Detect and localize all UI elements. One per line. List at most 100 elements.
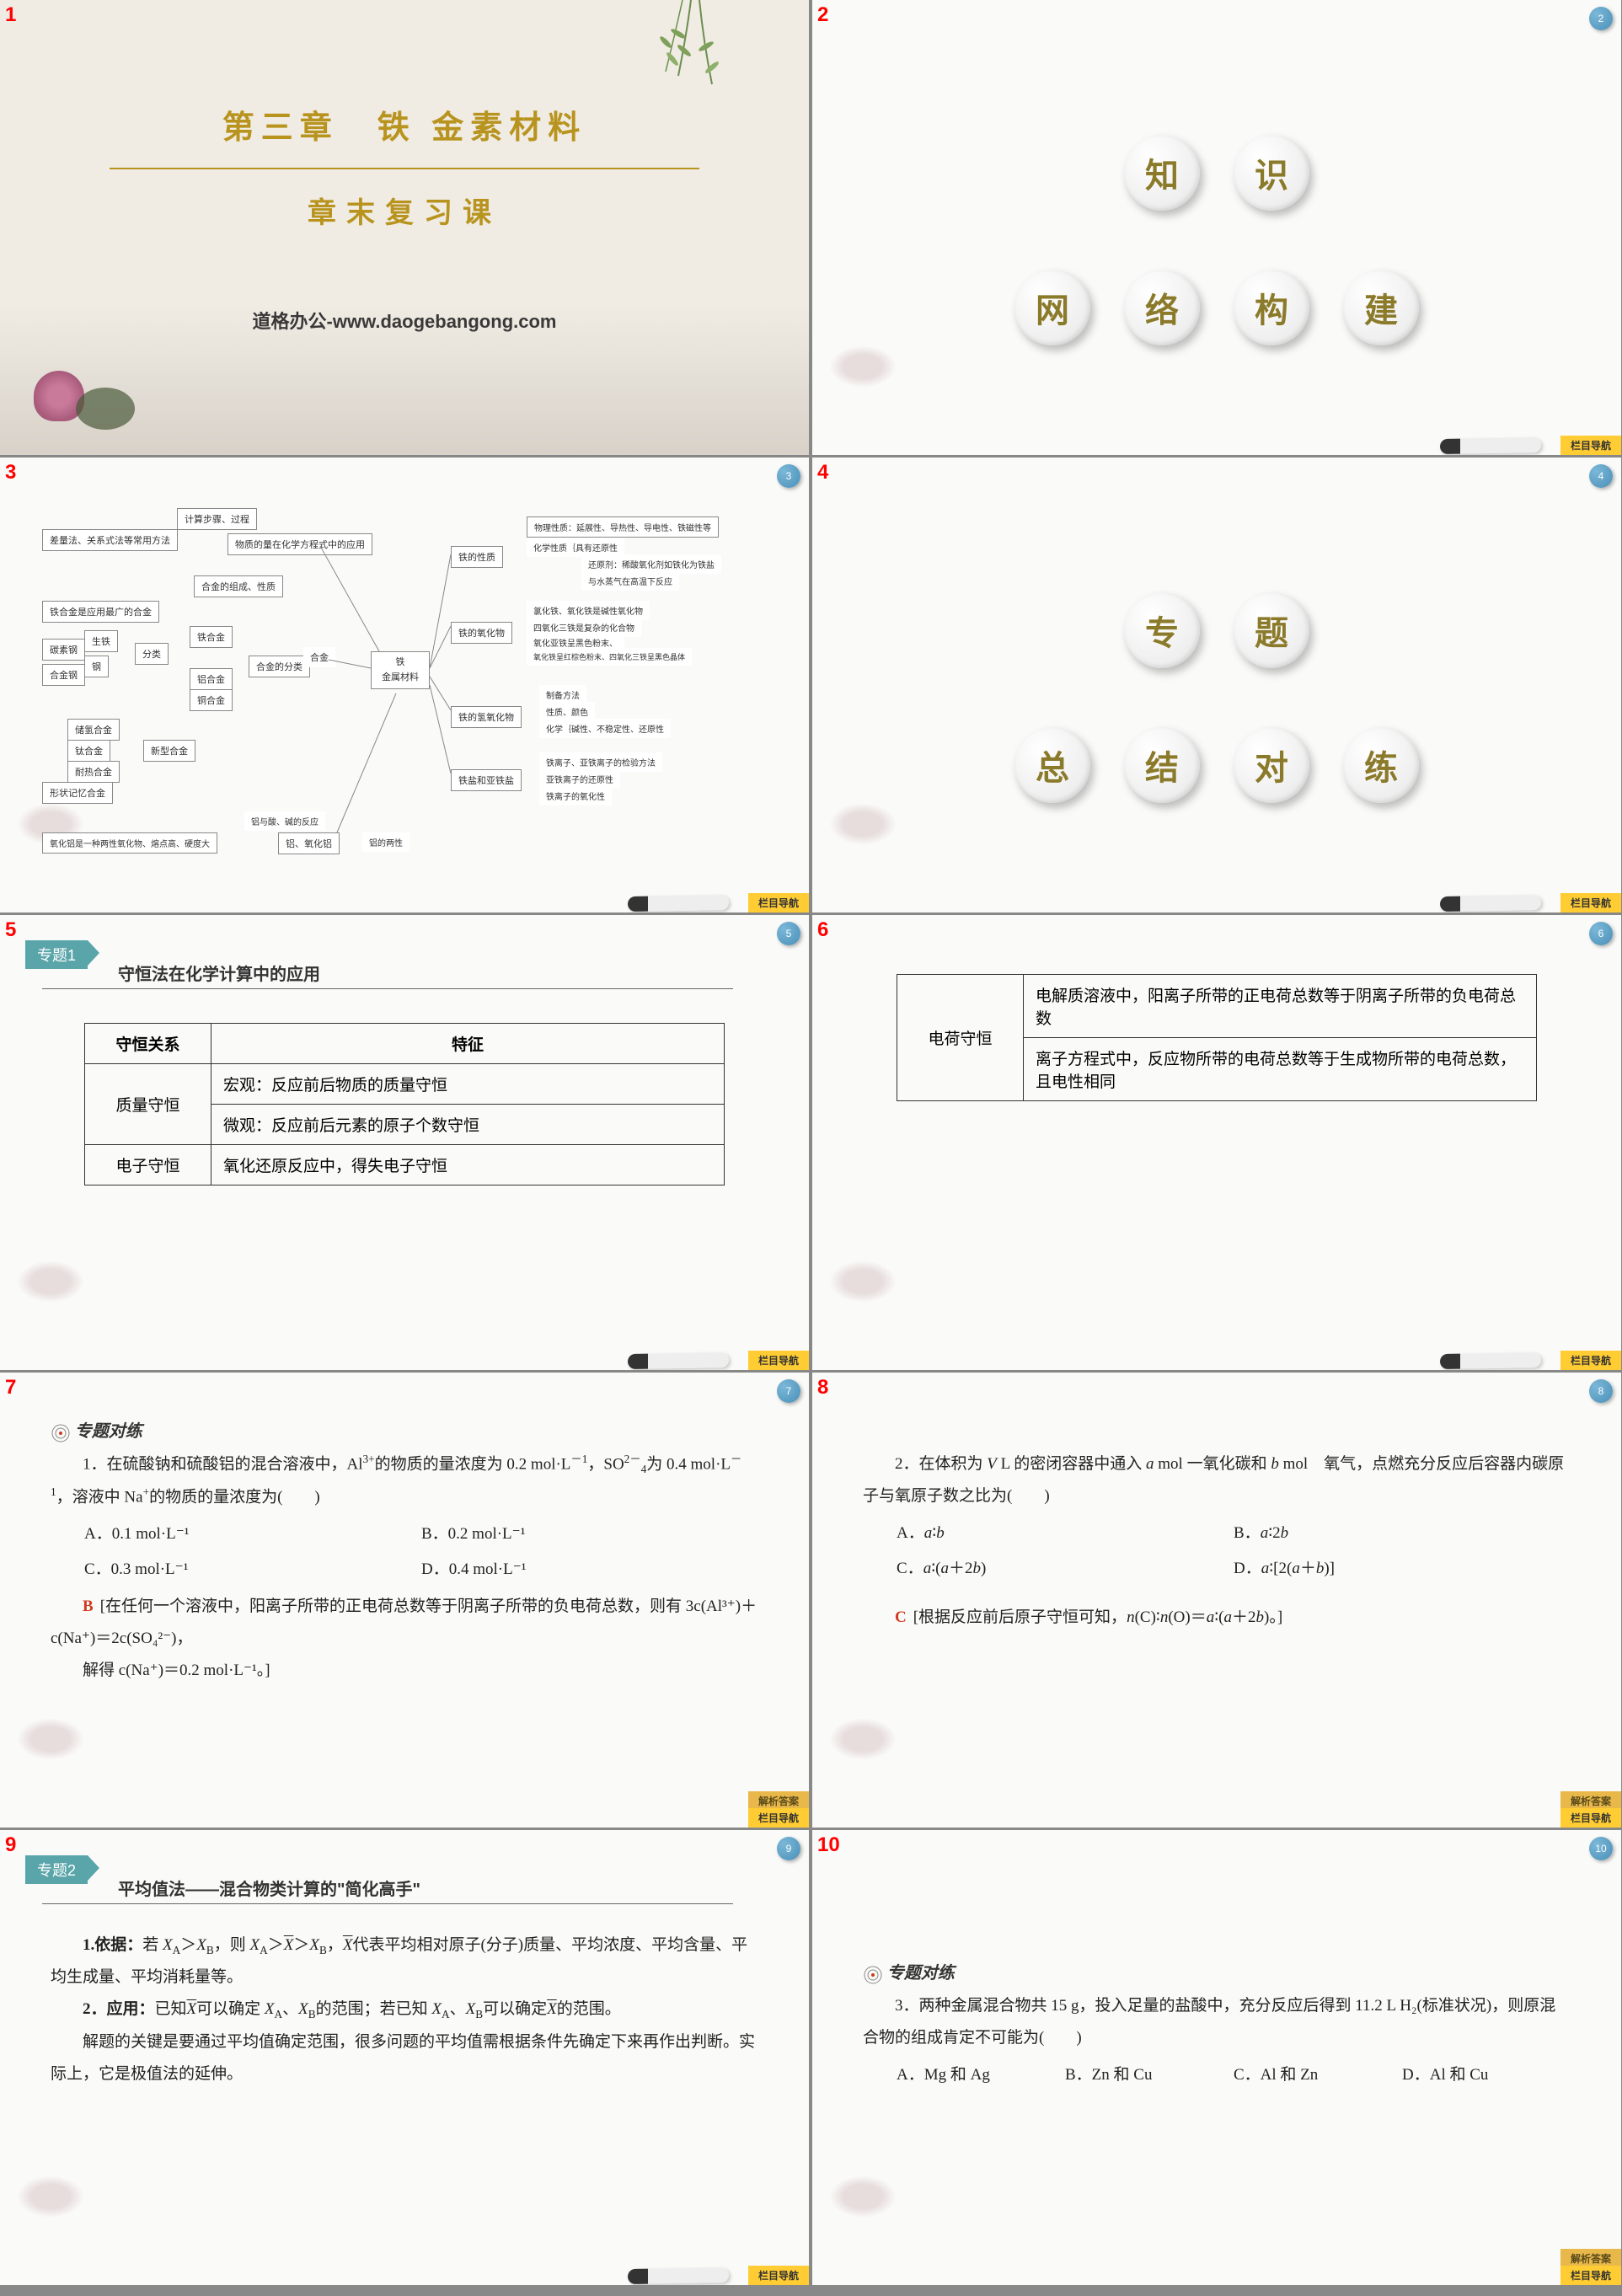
mindmap-node: 铁的性质 <box>451 546 503 568</box>
watermark-decoration <box>17 1676 118 1777</box>
slide-2: 2 2 知 识 网 络 构 建 栏目导航 <box>812 0 1621 455</box>
q-number: 2 <box>895 1455 903 1473</box>
option-b[interactable]: B．a∶2b <box>1234 1517 1571 1549</box>
footer-nav[interactable]: 栏目导航 <box>1560 893 1621 913</box>
option-d[interactable]: D．0.4 mol·L⁻¹ <box>421 1554 758 1586</box>
footer-nav[interactable]: 栏目导航 <box>1560 2266 1621 2285</box>
mindmap-node: 新型合金 <box>143 740 195 762</box>
mindmap-node: 碳素钢 <box>42 639 85 661</box>
target-icon <box>51 1423 71 1443</box>
slide-1: 1 第三章 铁 金素材料 章末复习课 道格办公-www.daogebangong… <box>0 0 809 455</box>
circle-char: 结 <box>1124 727 1200 803</box>
option-b[interactable]: B．0.2 mol·L⁻¹ <box>421 1518 758 1550</box>
footer-nav[interactable]: 栏目导航 <box>748 893 809 913</box>
slide-number: 2 <box>817 3 828 27</box>
footer-nav[interactable]: 栏目导航 <box>748 1351 809 1370</box>
watermark-decoration <box>829 303 930 404</box>
watermark-decoration <box>829 1218 930 1319</box>
circle-char: 网 <box>1014 270 1090 345</box>
q-fragment: ，溶液中 Na <box>56 1488 143 1506</box>
mindmap-node: 计算步骤、过程 <box>177 508 257 530</box>
practice-heading: 专题对练 <box>863 1956 1571 1990</box>
option-a[interactable]: A．a∶b <box>897 1517 1234 1549</box>
mindmap-node: 合金的分类 <box>249 656 310 677</box>
page-badge: 6 <box>1589 922 1613 945</box>
slide-grid: 1 第三章 铁 金素材料 章末复习课 道格办公-www.daogebangong… <box>0 0 1622 2285</box>
slide-number: 5 <box>5 918 16 942</box>
mindmap-node: 合金钢 <box>42 664 85 686</box>
pen-decoration <box>1440 437 1541 454</box>
table-cell: 微观：反应前后元素的原子个数守恒 <box>211 1105 725 1145</box>
mindmap-node: 合金 <box>303 647 335 667</box>
slide-number: 6 <box>817 918 828 942</box>
table-header: 守恒关系 <box>85 1024 211 1064</box>
explanation: C[根据反应前后原子守恒可知，n(C)∶n(O)＝a∶(a＋2b)。] <box>863 1602 1571 1634</box>
table-cell: 电解质溶液中，阳离子所带的正电荷总数等于阴离子所带的负电荷总数 <box>1024 975 1537 1038</box>
mindmap-node: 铝、氧化铝 <box>278 832 340 854</box>
practice-heading-text: 专题对练 <box>887 1964 955 1983</box>
question-body: 专题对练 1．在硫酸钠和硫酸铝的混合溶液中，Al3+的物质的量浓度为 0.2 m… <box>0 1373 809 1712</box>
mindmap-node: 铁盐和亚铁盐 <box>451 769 522 791</box>
mindmap-node: 铜合金 <box>190 689 233 711</box>
topic-title: 平均值法——混合物类计算的"简化高手" <box>42 1876 733 1904</box>
option-a[interactable]: A．0.1 mol·L⁻¹ <box>84 1518 421 1550</box>
circle-char: 对 <box>1234 727 1309 803</box>
q-fragment: ．两种金属混合物共 15 g，投入足量的盐酸中，充分反应后得到 11.2 L H… <box>863 1997 1555 2047</box>
footer-nav[interactable]: 栏目导航 <box>1560 436 1621 455</box>
footer-nav[interactable]: 栏目导航 <box>748 2266 809 2285</box>
table-cell: 氧化还原反应中，得失电子守恒 <box>211 1145 725 1185</box>
char-row-1: 知 识 <box>812 135 1621 211</box>
footer-nav[interactable]: 栏目导航 <box>1560 1351 1621 1370</box>
mindmap-node: 铝的两性 <box>362 832 410 852</box>
circle-char: 构 <box>1234 270 1309 345</box>
circle-char: 专 <box>1124 592 1200 668</box>
option-c[interactable]: C．Al 和 Zn <box>1234 2059 1402 2091</box>
q-fragment: 为 0.4 mol·L <box>646 1455 731 1473</box>
topic-label: 专题2 <box>25 1855 88 1884</box>
explanation: B[在任何一个溶液中，阳离子所带的正电荷总数等于阴离子所带的负电荷总数，则有 3… <box>51 1591 758 1655</box>
slide-number: 9 <box>5 1833 16 1857</box>
mindmap-node: 生铁 <box>84 630 118 652</box>
question-body: 专题对练 3．两种金属混合物共 15 g，投入足量的盐酸中，充分反应后得到 11… <box>812 1830 1621 2122</box>
option-d[interactable]: D．Al 和 Cu <box>1402 2059 1571 2091</box>
slide-3: 3 3 铁金属材料 计算步骤、过程 差量法、关系式法等常用方法 物质的量在化学方… <box>0 458 809 913</box>
footer-nav[interactable]: 栏目导航 <box>748 1808 809 1828</box>
table-cell: 宏观：反应前后物质的质量守恒 <box>211 1064 725 1105</box>
pen-decoration <box>628 2267 729 2284</box>
slide2-content: 知 识 网 络 构 建 <box>812 0 1621 345</box>
mindmap: 铁金属材料 计算步骤、过程 差量法、关系式法等常用方法 物质的量在化学方程式中的… <box>42 500 767 862</box>
option-a[interactable]: A．Mg 和 Ag <box>897 2059 1065 2091</box>
slide-number: 1 <box>5 3 16 27</box>
circle-char: 练 <box>1343 727 1419 803</box>
option-b[interactable]: B．Zn 和 Cu <box>1065 2059 1234 2091</box>
slide-4: 4 4 专 题 总 结 对 练 栏目导航 <box>812 458 1621 913</box>
watermark-decoration <box>829 2133 930 2234</box>
paragraph-1: 1.依据：若 XA＞XB，则 XA＞X＞XB，X代表平均相对原子(分子)质量、平… <box>51 1929 758 1994</box>
answer-letter: C <box>895 1608 907 1626</box>
question-text: 2．在体积为 V L 的密闭容器中通入 a mol 一氧化碳和 b mol 氧气… <box>863 1448 1571 1512</box>
page-badge: 9 <box>777 1837 800 1860</box>
explain-text: [在任何一个溶液中，阳离子所带的正电荷总数等于阴离子所带的负电荷总数，则有 3c… <box>51 1598 757 1647</box>
mindmap-node: 分类 <box>135 643 169 665</box>
watermark-decoration <box>17 2133 118 2234</box>
slide-number: 8 <box>817 1376 828 1400</box>
mindmap-node: 差量法、关系式法等常用方法 <box>42 529 178 551</box>
circle-char: 题 <box>1234 592 1309 668</box>
option-c[interactable]: C．a∶(a＋2b) <box>897 1553 1234 1585</box>
option-c[interactable]: C．0.3 mol·L⁻¹ <box>84 1554 421 1586</box>
mindmap-node: 钢 <box>84 656 109 677</box>
watermark-decoration <box>829 1676 930 1777</box>
option-d[interactable]: D．a∶[2(a＋b)] <box>1234 1553 1571 1585</box>
topic-header: 专题2 平均值法——混合物类计算的"简化高手" <box>0 1830 809 1904</box>
page-badge: 7 <box>777 1379 800 1403</box>
footer-nav[interactable]: 栏目导航 <box>1560 1808 1621 1828</box>
p1-label: 1.依据： <box>83 1936 142 1954</box>
pen-decoration <box>1440 1352 1541 1369</box>
mindmap-node: 与水蒸气在高温下反应 <box>581 571 679 591</box>
mindmap-node: 铁的氢氧化物 <box>451 706 522 728</box>
mindmap-node: 氧化铁呈红棕色粉末、四氧化三铁呈黑色晶体 <box>527 648 692 666</box>
page-badge: 2 <box>1589 7 1613 30</box>
q-fragment: ，SO <box>587 1455 624 1473</box>
mindmap-node: 铝与酸、碱的反应 <box>244 811 325 831</box>
q-fragment: ．在硫酸钠和硫酸铝的混合溶液中，Al <box>91 1455 363 1473</box>
